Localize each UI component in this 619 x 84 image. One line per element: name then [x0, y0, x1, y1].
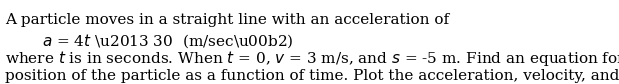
Text: A particle moves in a straight line with an acceleration of: A particle moves in a straight line with… — [6, 13, 449, 27]
Text: $\it{a}$ = 4$\it{t}$ \u2013 30  (m/sec\u00b2): $\it{a}$ = 4$\it{t}$ \u2013 30 (m/sec\u0… — [42, 32, 294, 50]
Text: where $\it{t}$ is in seconds. When $\it{t}$ = 0, $\it{v}$ = 3 m/s, and $\it{s}$ : where $\it{t}$ is in seconds. When $\it{… — [6, 49, 619, 68]
Text: position of the particle as a function of time. Plot the acceleration, velocity,: position of the particle as a function o… — [6, 69, 619, 83]
